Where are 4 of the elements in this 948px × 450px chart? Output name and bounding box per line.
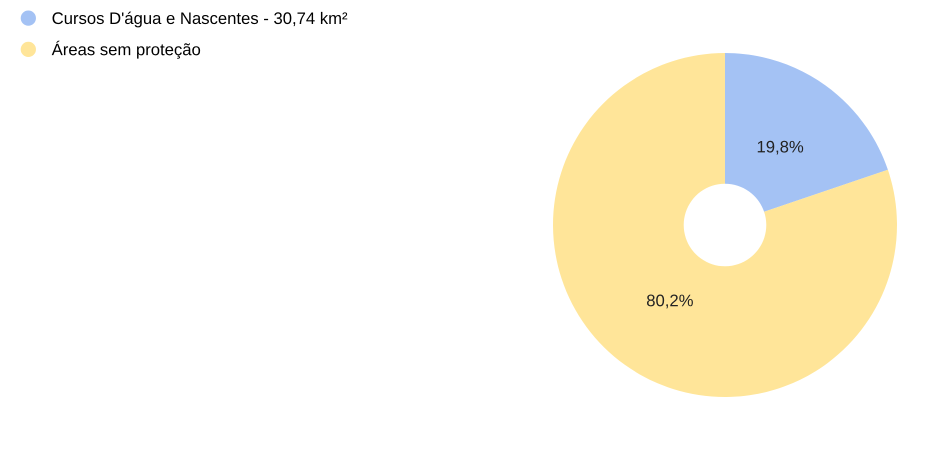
data-label: 80,2% [646, 294, 693, 308]
legend-label: Áreas sem proteção [52, 40, 200, 59]
legend-label: Cursos D'água e Nascentes - 30,74 km² [52, 12, 348, 28]
data-label: 19,8% [758, 140, 804, 155]
